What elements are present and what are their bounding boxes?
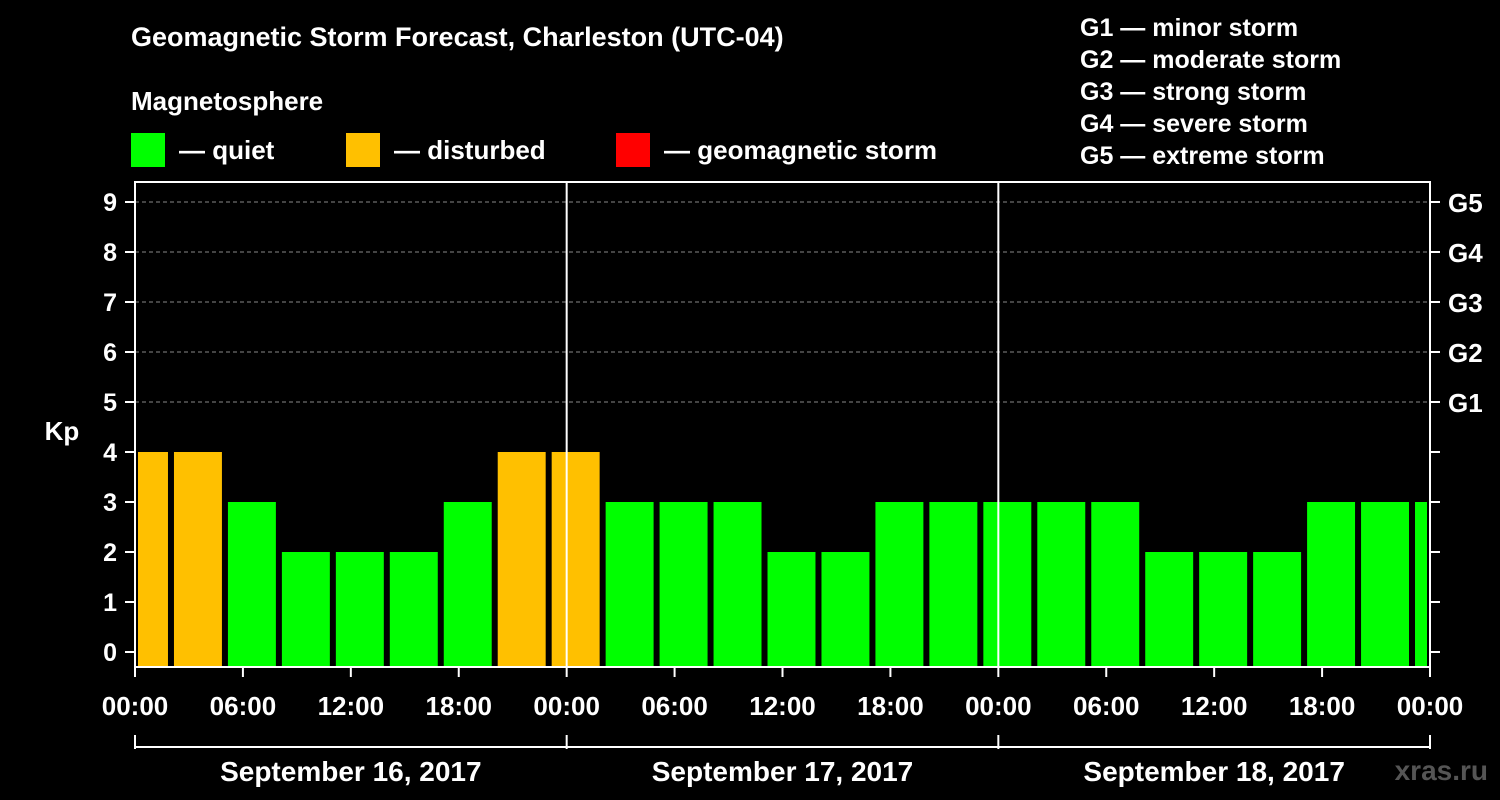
y-tick-label: 2 <box>103 539 117 567</box>
kp-bar <box>227 502 276 667</box>
day-label: September 18, 2017 <box>1083 756 1345 787</box>
legend-disturbed-label: — disturbed <box>394 134 546 165</box>
day-label: September 17, 2017 <box>652 756 914 787</box>
kp-bar <box>281 552 330 667</box>
y-tick-label: 0 <box>103 639 117 667</box>
day-label: September 16, 2017 <box>220 756 482 787</box>
kp-bar <box>821 552 870 667</box>
x-tick-label: 00:00 <box>1397 691 1464 721</box>
kp-bar <box>173 452 222 667</box>
x-tick-label: 18:00 <box>857 691 924 721</box>
kp-bar <box>1199 552 1248 667</box>
kp-bar <box>551 452 600 667</box>
x-tick-label: 06:00 <box>1073 691 1140 721</box>
kp-bar <box>713 502 762 667</box>
legend-quiet: — quiet <box>131 133 274 167</box>
kp-bar <box>1145 552 1194 667</box>
kp-bar <box>335 552 384 667</box>
g-scale-label: G5 <box>1448 188 1483 218</box>
chart-title: Geomagnetic Storm Forecast, Charleston (… <box>131 22 784 52</box>
y-tick-label: 4 <box>103 439 117 467</box>
storm-scale-g4: G4 — severe storm <box>1080 110 1308 138</box>
legend-quiet-label: — quiet <box>179 134 275 165</box>
y-tick-label: 3 <box>103 489 117 517</box>
y-tick-label: 8 <box>103 239 117 267</box>
y-axis-label: Kp <box>45 416 80 446</box>
storm-scale-legend: G1 — minor storm G2 — moderate storm G3 … <box>1080 12 1341 172</box>
kp-bar <box>605 502 654 667</box>
kp-bar <box>1091 502 1140 667</box>
y-tick-label: 6 <box>103 339 117 367</box>
legend-quiet-swatch <box>131 133 165 167</box>
kp-bar <box>1253 552 1302 667</box>
kp-bar <box>443 502 492 667</box>
kp-bar <box>138 452 168 667</box>
kp-bar <box>1361 502 1410 667</box>
x-tick-label: 12:00 <box>318 691 385 721</box>
x-tick-label: 00:00 <box>965 691 1032 721</box>
x-tick-label: 18:00 <box>426 691 493 721</box>
x-tick-label: 06:00 <box>641 691 708 721</box>
y-tick-label: 5 <box>103 389 117 417</box>
legend-subtitle: Magnetosphere <box>131 86 324 116</box>
y-tick-label: 9 <box>103 189 117 217</box>
g-scale-label: G3 <box>1448 288 1483 318</box>
storm-scale-g3: G3 — strong storm <box>1080 78 1307 106</box>
storm-scale-g1: G1 — minor storm <box>1080 14 1299 42</box>
kp-bar <box>929 502 978 667</box>
x-tick-label: 12:00 <box>749 691 816 721</box>
kp-bar <box>1307 502 1356 667</box>
y-tick-label: 7 <box>103 289 117 317</box>
x-tick-label: 12:00 <box>1181 691 1248 721</box>
kp-bar <box>875 502 924 667</box>
kp-bar <box>1037 502 1086 667</box>
kp-bar <box>497 452 546 667</box>
g-scale-label: G2 <box>1448 338 1483 368</box>
storm-scale-g5: G5 — extreme storm <box>1080 142 1325 170</box>
kp-bar <box>767 552 816 667</box>
legend-storm: — geomagnetic storm <box>616 133 937 167</box>
legend-disturbed: — disturbed <box>346 133 546 167</box>
legend-storm-label: — geomagnetic storm <box>664 134 938 165</box>
x-tick-label: 06:00 <box>210 691 277 721</box>
g-scale-label: G1 <box>1448 388 1483 418</box>
y-tick-label: 1 <box>103 589 117 617</box>
g-scale-label: G4 <box>1448 238 1483 268</box>
storm-scale-g2: G2 — moderate storm <box>1080 46 1342 74</box>
legend-disturbed-swatch <box>346 133 380 167</box>
legend-storm-swatch <box>616 133 650 167</box>
kp-bar <box>659 502 708 667</box>
x-tick-label: 00:00 <box>102 691 169 721</box>
watermark: xras.ru <box>1394 755 1488 786</box>
kp-bar <box>1415 502 1427 667</box>
x-tick-label: 00:00 <box>533 691 600 721</box>
x-tick-label: 18:00 <box>1289 691 1356 721</box>
kp-bar <box>389 552 438 667</box>
kp-bar <box>983 502 1032 667</box>
